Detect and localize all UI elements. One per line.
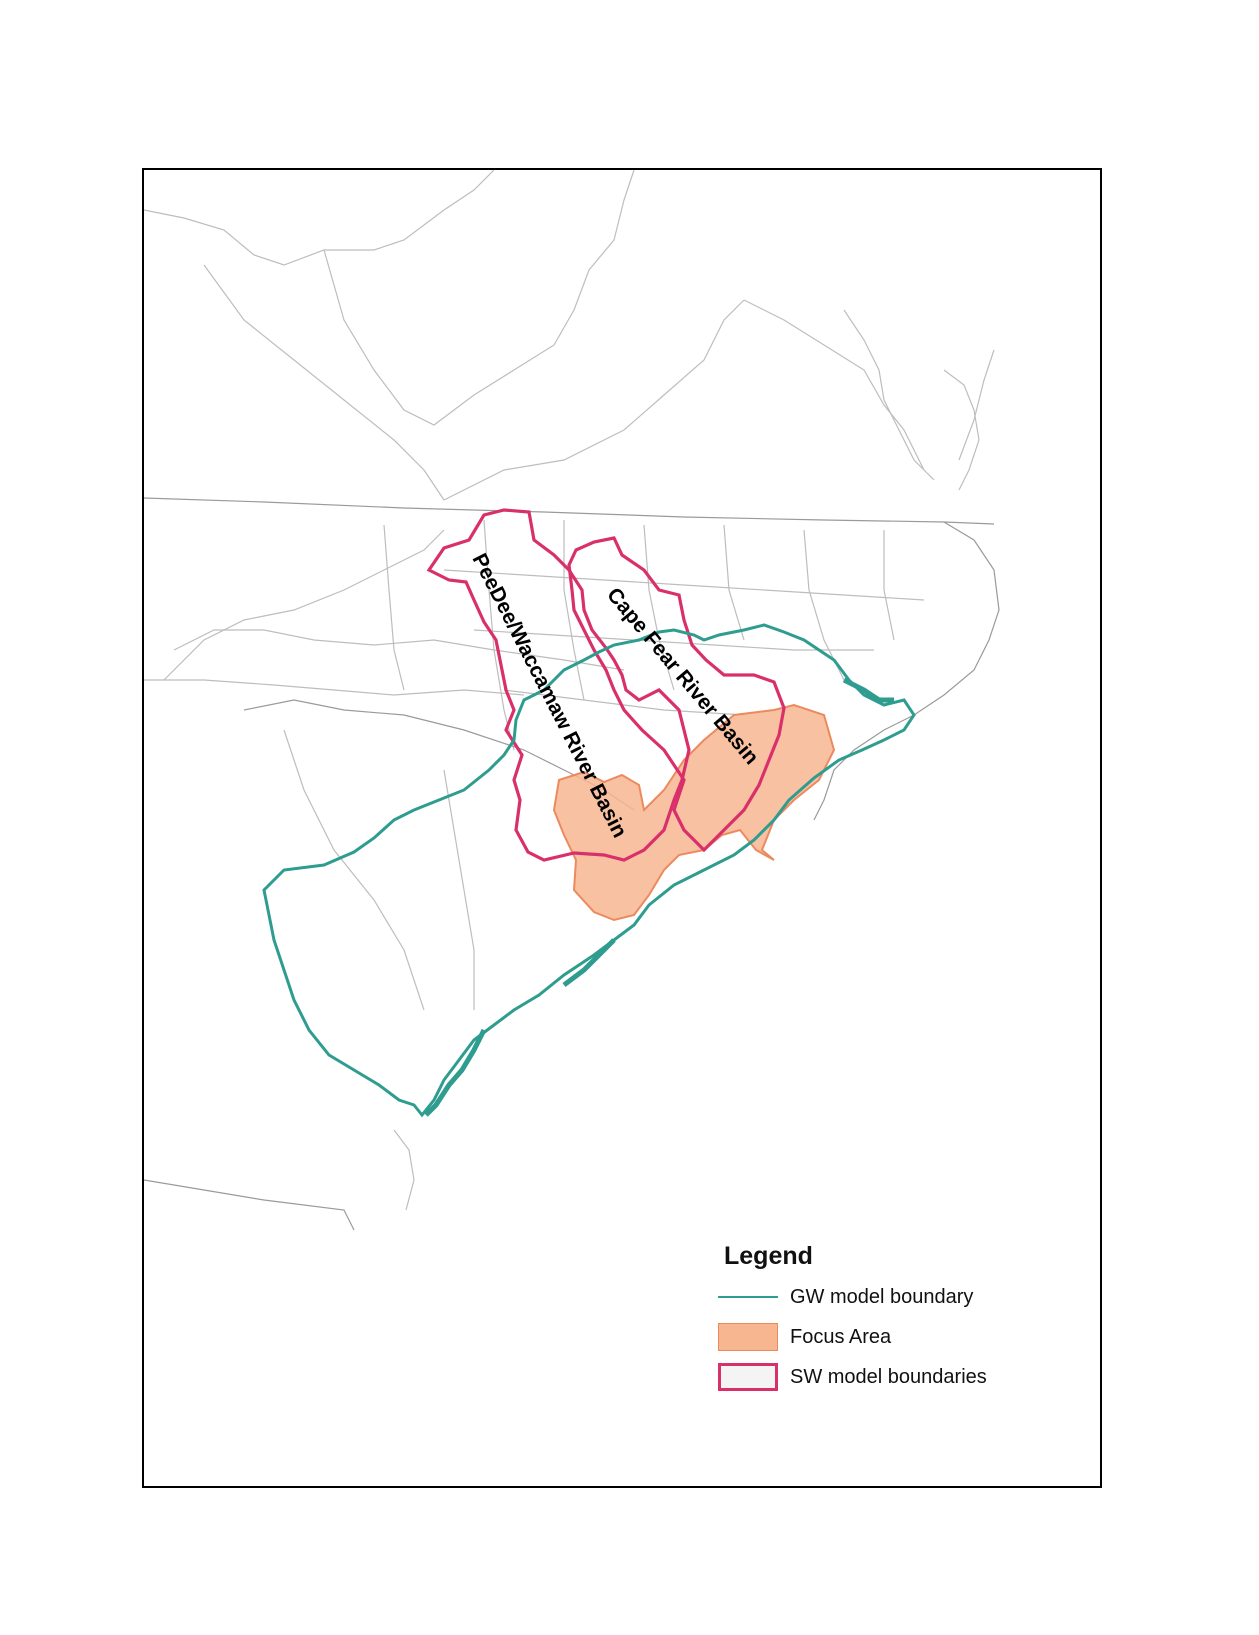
nc-counties-v5 (723, 524, 745, 641)
map-canvas[interactable]: PeeDee/Waccamaw River Basin Cape Fear Ri… (144, 170, 1102, 1488)
nc-counties-h5 (473, 629, 874, 651)
sc-interior-2 (443, 769, 475, 1010)
chesapeake-west (843, 309, 935, 481)
va-interior-3 (743, 299, 925, 471)
nc-counties-row2 (173, 629, 625, 671)
nc-counties-v3 (563, 520, 585, 701)
map-frame: PeeDee/Waccamaw River Basin Cape Fear Ri… (142, 168, 1102, 1488)
va-wv-border (323, 170, 635, 426)
gw-boundary-line (262, 623, 916, 1118)
legend-label-sw: SW model boundaries (790, 1365, 987, 1388)
gw-model-boundary[interactable] (262, 623, 916, 1118)
gw-line-swatch (718, 1283, 778, 1311)
legend-item-gw: GW model boundary (718, 1282, 973, 1312)
va-nc-border (144, 497, 995, 525)
nc-counties-v1 (383, 524, 405, 691)
legend-item-sw: SW model boundaries (718, 1362, 987, 1392)
wv-border (144, 170, 495, 266)
nc-counties-row3 (144, 679, 525, 696)
nc-counties-v4 (643, 524, 675, 691)
focus-area[interactable] (552, 703, 836, 922)
nc-outer-banks (813, 521, 1000, 821)
nc-counties-v6 (803, 529, 845, 681)
sw-model-boundaries[interactable] (426, 508, 786, 862)
nc-counties-h6 (503, 689, 745, 716)
ga-coast (393, 1129, 415, 1211)
gw-coast-detail-2 (562, 938, 616, 987)
nc-counties-h4 (443, 569, 925, 601)
nc-counties-v7 (883, 530, 895, 641)
sc-interior-1 (283, 729, 425, 1011)
delmarva-east (958, 349, 995, 461)
legend-label-gw: GW model boundary (790, 1285, 974, 1308)
ga-border (144, 1179, 355, 1231)
sw-boundary-capefear (567, 536, 786, 853)
va-interior (203, 264, 445, 501)
state-county-boundaries (144, 170, 1000, 1231)
legend-item-focus: Focus Area (718, 1322, 891, 1352)
legend-title: Legend (724, 1242, 813, 1270)
legend: Legend GW model boundary Focus Area SW m… (718, 1240, 1038, 1420)
focus-area-swatch (718, 1323, 778, 1351)
focus-area-shape (552, 703, 836, 922)
va-interior-2 (443, 299, 745, 501)
sw-boundary-swatch (718, 1363, 778, 1391)
nc-counties-row1 (163, 529, 445, 681)
legend-label-focus: Focus Area (790, 1325, 892, 1348)
sw-boundary-peedee (426, 508, 691, 862)
gw-coast-detail-1 (424, 1028, 487, 1117)
delmarva (943, 369, 980, 491)
gw-coast-detail-3 (842, 677, 894, 703)
